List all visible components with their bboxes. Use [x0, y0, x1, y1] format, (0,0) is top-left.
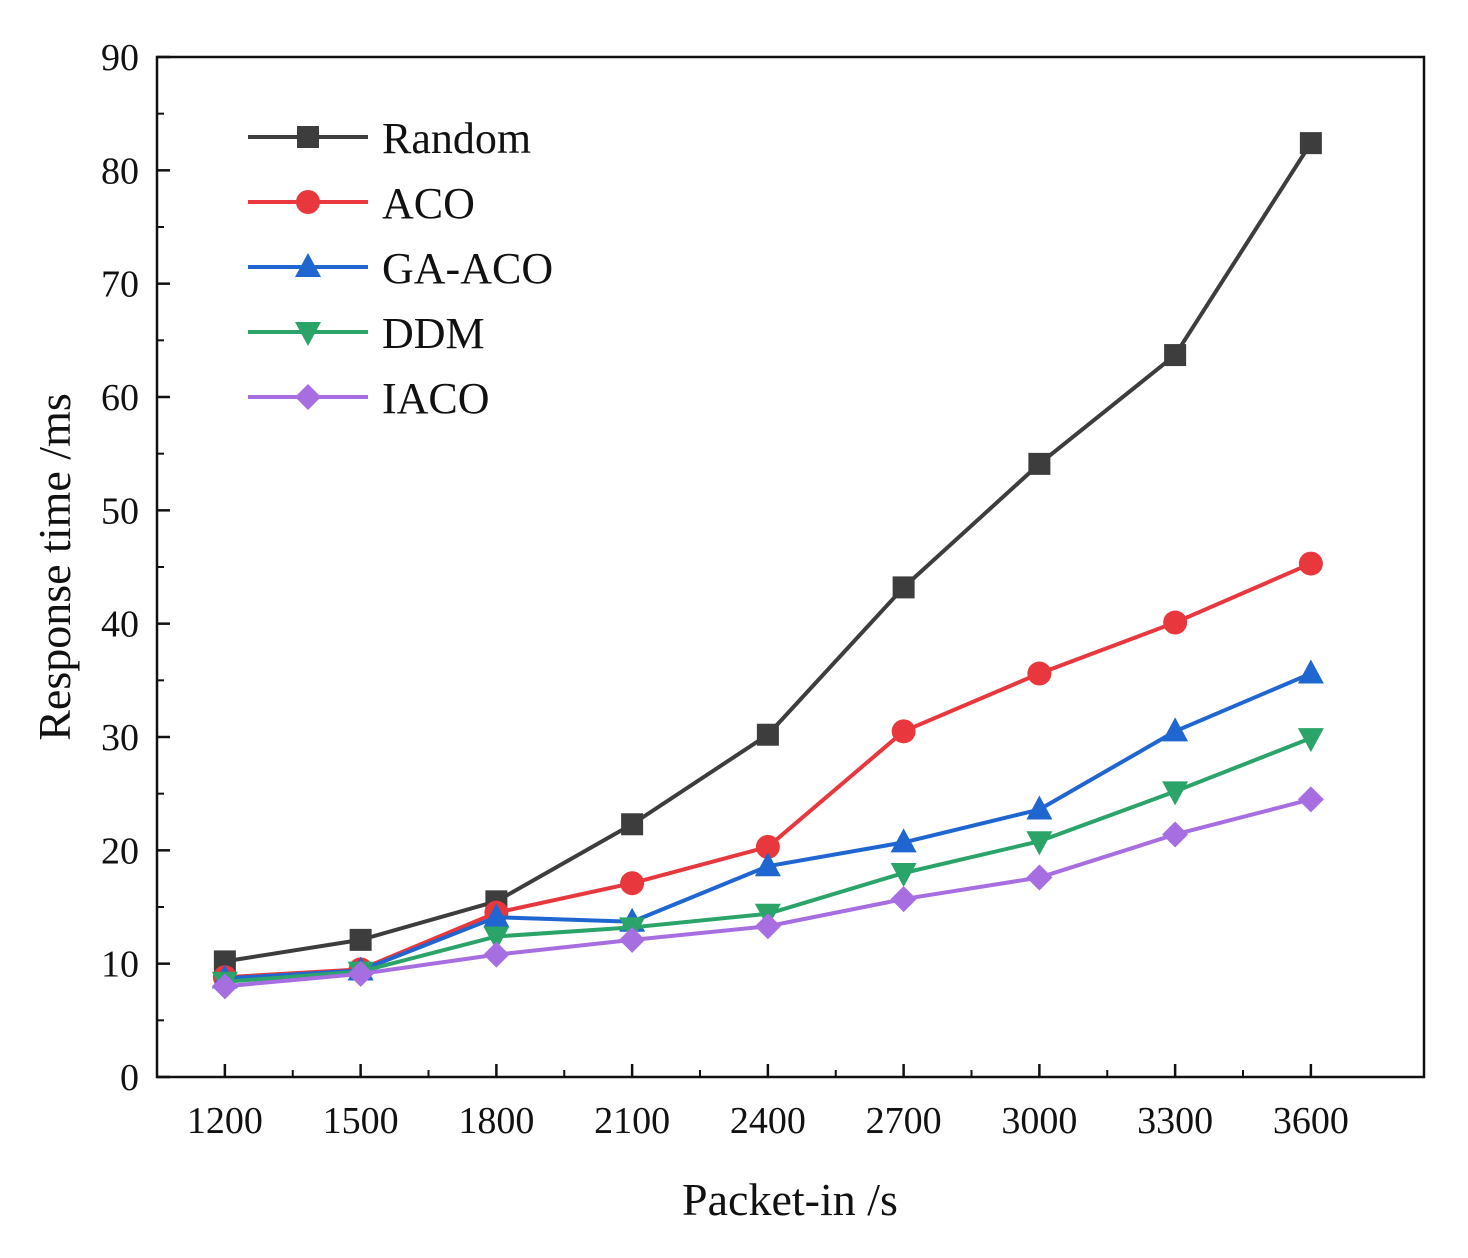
y-tick-label: 60 [101, 377, 139, 419]
data-point [347, 960, 374, 987]
series-iaco [211, 786, 1324, 1000]
y-axis-title: Response time /ms [29, 393, 80, 741]
legend-swatch-marker [297, 126, 319, 148]
y-tick-label: 0 [120, 1057, 139, 1099]
x-axis-title: Packet-in /s [682, 1174, 898, 1225]
data-point [892, 576, 915, 599]
legend-item-iaco: IACO [248, 374, 490, 423]
data-point [1298, 551, 1323, 576]
data-point [483, 903, 510, 928]
data-point [1163, 610, 1188, 635]
legend-label: ACO [382, 179, 475, 228]
data-point [1162, 781, 1189, 806]
data-point [756, 723, 779, 746]
data-point [620, 871, 645, 896]
legend-swatch-marker [296, 190, 320, 214]
legend-label: DDM [382, 309, 485, 358]
data-point [1297, 786, 1324, 813]
data-point [1026, 831, 1053, 856]
data-point [1162, 717, 1189, 742]
data-point [211, 973, 238, 1000]
data-point [1297, 728, 1324, 753]
data-point [891, 719, 916, 744]
data-point [1027, 661, 1052, 686]
data-point [890, 886, 917, 913]
axes: 0 10 20 30 40 50 60 70 80 90 1200 1500 1800 2100 2400 2… [101, 37, 1426, 1142]
y-tick-label: 80 [101, 150, 139, 192]
data-point [1299, 132, 1322, 155]
data-point [890, 863, 917, 887]
legend-item-ddm: DDM [248, 309, 485, 358]
series-layer [211, 132, 1324, 1000]
data-point [755, 834, 780, 859]
series-random [213, 132, 1322, 973]
x-tick-label: 3000 [1001, 1100, 1077, 1142]
y-tick-label: 70 [101, 264, 139, 306]
legend-label: IACO [382, 374, 490, 423]
y-tick-label: 30 [101, 717, 139, 759]
y-tick-label: 20 [101, 830, 139, 872]
x-tick-label: 1500 [323, 1100, 399, 1142]
legend-swatch-marker [295, 322, 321, 346]
data-point [483, 941, 510, 968]
legend: Random ACO GA-ACO DDM IACO [248, 114, 553, 423]
legend-item-aco: ACO [248, 179, 475, 228]
data-point [1026, 864, 1053, 891]
y-tick-label: 40 [101, 604, 139, 646]
y-tick-label: 10 [101, 944, 139, 986]
y-tick-label: 50 [101, 490, 139, 532]
data-point [619, 926, 646, 953]
data-point [890, 828, 917, 853]
x-tick-label: 3300 [1137, 1100, 1213, 1142]
data-point [754, 913, 781, 940]
x-tick-label: 2400 [730, 1100, 806, 1142]
x-tick-label: 1800 [458, 1100, 534, 1142]
x-tick-label: 2700 [866, 1100, 942, 1142]
x-tick-label: 2100 [594, 1100, 670, 1142]
data-point [621, 813, 644, 836]
data-point [1026, 795, 1053, 820]
legend-swatch-marker [295, 384, 321, 410]
data-point [1297, 659, 1324, 684]
data-point [1162, 821, 1189, 848]
legend-label: Random [382, 114, 531, 163]
data-point [483, 926, 510, 951]
y-tick-label: 90 [101, 37, 139, 79]
data-point [754, 852, 781, 877]
data-point [349, 928, 372, 951]
legend-item-ga-aco: GA-ACO [248, 244, 553, 293]
legend-item-random: Random [248, 114, 531, 163]
x-tick-label: 1200 [187, 1100, 263, 1142]
x-tick-label: 3600 [1273, 1100, 1349, 1142]
legend-swatch-marker [295, 253, 321, 277]
data-point [1028, 452, 1051, 475]
data-point [1164, 344, 1187, 367]
legend-label: GA-ACO [382, 244, 553, 293]
